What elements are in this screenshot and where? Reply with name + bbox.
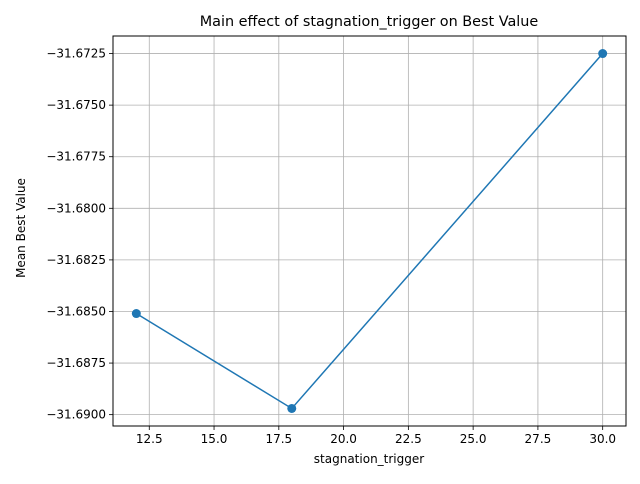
x-tick-label: 30.0 <box>589 432 616 446</box>
y-tick-label: −31.6875 <box>46 356 106 370</box>
x-tick-label: 12.5 <box>136 432 163 446</box>
x-tick-label: 25.0 <box>460 432 487 446</box>
x-axis-ticks: 12.5 15.0 17.5 20.0 22.5 25.0 27.5 30.0 <box>136 426 616 446</box>
y-tick-label: −31.6900 <box>46 408 106 422</box>
y-tick-label: −31.6750 <box>46 98 106 112</box>
y-tick-label: −31.6725 <box>46 47 106 61</box>
series-layer <box>131 49 608 413</box>
data-point <box>287 403 297 413</box>
series-line <box>135 53 604 410</box>
grid <box>113 36 626 426</box>
x-tick-label: 22.5 <box>395 432 422 446</box>
data-point <box>131 309 141 319</box>
y-tick-label: −31.6850 <box>46 304 106 318</box>
plot-frame <box>112 35 627 427</box>
y-tick-label: −31.6775 <box>46 150 106 164</box>
x-tick-label: 15.0 <box>201 432 228 446</box>
chart-title: Main effect of stagnation_trigger on Bes… <box>200 14 539 30</box>
y-axis-label: Mean Best Value <box>14 178 28 278</box>
data-point <box>598 49 608 59</box>
y-tick-label: −31.6825 <box>46 253 106 267</box>
y-tick-label: −31.6800 <box>46 201 106 215</box>
y-axis-ticks: −31.6900 −31.6875 −31.6850 −31.6825 −31.6800… <box>46 47 113 422</box>
x-tick-label: 27.5 <box>525 432 552 446</box>
x-tick-label: 17.5 <box>265 432 292 446</box>
x-axis-label: stagnation_trigger <box>314 452 424 466</box>
x-tick-label: 20.0 <box>330 432 357 446</box>
